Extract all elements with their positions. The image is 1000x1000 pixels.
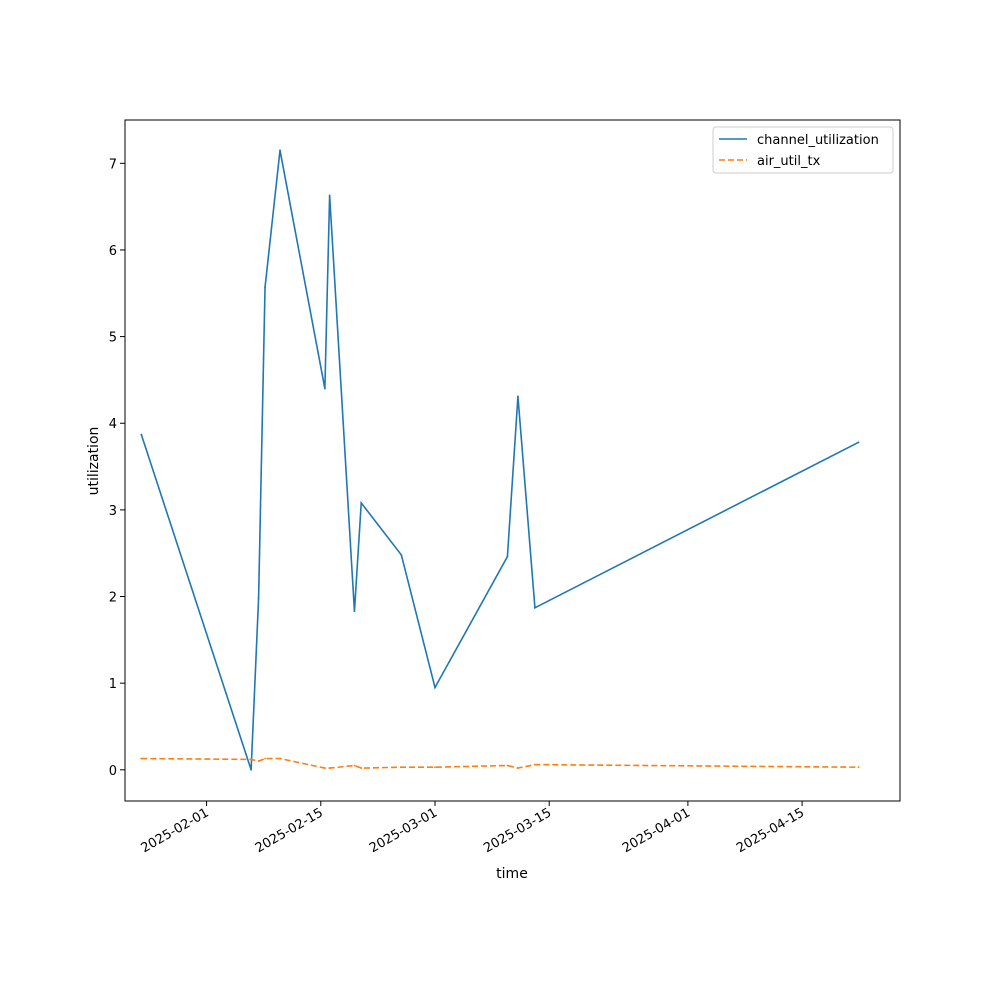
data-point-channel-utilization bbox=[257, 597, 260, 600]
data-point-channel-utilization bbox=[506, 555, 509, 558]
data-point-air-util-tx bbox=[264, 757, 266, 760]
legend-box bbox=[712, 126, 894, 174]
data-point-air-util-tx bbox=[434, 766, 436, 769]
data-point-air-util-tx bbox=[360, 767, 363, 769]
data-point-air-util-tx bbox=[400, 766, 403, 769]
x-axis: 2025-02-01 2025-02-15 2025-03-01 2025-03-15… bbox=[139, 801, 807, 856]
y-tick-label: 7 bbox=[109, 157, 117, 172]
data-point-air-util-tx bbox=[140, 757, 143, 760]
series-layer bbox=[140, 149, 860, 771]
data-point-channel-utilization bbox=[400, 554, 403, 556]
plot-area bbox=[124, 119, 901, 802]
data-point-air-util-tx bbox=[353, 764, 356, 767]
data-point-air-util-tx bbox=[257, 760, 260, 763]
data-point-channel-utilization bbox=[360, 502, 363, 504]
series-line-air-util-tx bbox=[141, 757, 859, 769]
data-point-channel-utilization bbox=[328, 194, 331, 197]
legend-label-air-util-tx: air_util_tx bbox=[757, 154, 821, 169]
data-point-channel-utilization bbox=[250, 768, 253, 771]
y-tick-label: 6 bbox=[109, 244, 117, 259]
data-point-channel-utilization bbox=[534, 606, 536, 609]
legend-label-channel-utilization: channel_utilization bbox=[757, 133, 879, 148]
y-tick-label: 3 bbox=[109, 504, 117, 519]
data-point-channel-utilization bbox=[264, 286, 266, 289]
y-axis-label: utilization bbox=[86, 427, 102, 496]
y-tick-label: 1 bbox=[109, 677, 117, 692]
x-tick-label: 2025-03-15 bbox=[481, 805, 554, 856]
data-point-air-util-tx bbox=[323, 767, 326, 769]
data-point-channel-utilization bbox=[517, 395, 519, 398]
data-point-channel-utilization bbox=[140, 433, 143, 436]
data-point-air-util-tx bbox=[506, 764, 509, 767]
x-tick-label: 2025-03-01 bbox=[367, 805, 440, 856]
x-axis-label: time bbox=[496, 866, 528, 882]
data-point-air-util-tx bbox=[328, 767, 331, 769]
data-point-channel-utilization bbox=[857, 441, 860, 444]
y-axis: 0 1 2 3 4 5 6 7 bbox=[109, 157, 125, 779]
data-point-channel-utilization bbox=[323, 387, 326, 390]
data-point-air-util-tx bbox=[517, 767, 519, 769]
data-point-channel-utilization bbox=[353, 610, 356, 613]
y-tick-label: 0 bbox=[109, 764, 117, 779]
x-tick-label: 2025-04-15 bbox=[734, 805, 807, 856]
x-tick-label: 2025-04-01 bbox=[620, 805, 693, 856]
plot-frame bbox=[124, 119, 901, 802]
x-tick-label: 2025-02-01 bbox=[139, 805, 212, 856]
data-point-channel-utilization bbox=[434, 686, 436, 689]
data-point-air-util-tx bbox=[279, 757, 281, 760]
legend: channel_utilization air_util_tx bbox=[712, 126, 894, 174]
y-tick-label: 2 bbox=[109, 591, 117, 606]
y-tick-label: 4 bbox=[109, 417, 117, 432]
data-point-channel-utilization bbox=[279, 149, 281, 152]
y-tick-label: 5 bbox=[109, 331, 117, 346]
data-point-air-util-tx bbox=[250, 758, 253, 761]
data-point-air-util-tx bbox=[534, 763, 536, 766]
x-tick-label: 2025-02-15 bbox=[253, 805, 326, 856]
data-point-air-util-tx bbox=[857, 766, 860, 769]
